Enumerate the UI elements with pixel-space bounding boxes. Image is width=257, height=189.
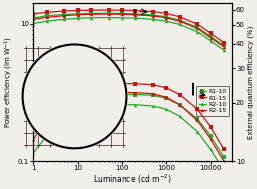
Circle shape [22, 44, 127, 149]
Circle shape [63, 74, 91, 103]
X-axis label: Luminance (cd m$^{-2}$): Luminance (cd m$^{-2}$) [93, 173, 172, 186]
Circle shape [78, 84, 82, 88]
Circle shape [70, 79, 87, 95]
Y-axis label: External quantum efficiency (%): External quantum efficiency (%) [248, 25, 254, 139]
Legend: R1-10, R1-15, R2-10, R2-15: R1-10, R1-15, R2-10, R2-15 [196, 86, 229, 116]
Circle shape [24, 46, 125, 147]
Polygon shape [22, 43, 127, 149]
Y-axis label: Power efficiency (lm W$^{-1}$): Power efficiency (lm W$^{-1}$) [3, 36, 15, 128]
Circle shape [36, 55, 113, 132]
Circle shape [76, 82, 84, 90]
